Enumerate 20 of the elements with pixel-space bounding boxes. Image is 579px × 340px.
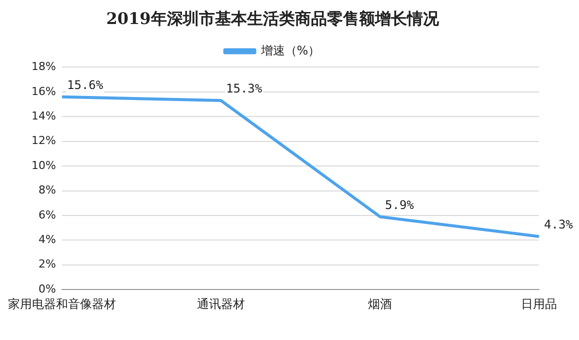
x-tick-label: 通讯器材 xyxy=(197,296,245,311)
y-tick-label: 18% xyxy=(32,60,56,74)
y-tick-label: 6% xyxy=(38,208,56,222)
x-tick-label: 日用品 xyxy=(521,296,557,311)
y-tick-label: 12% xyxy=(32,134,56,148)
y-tick-label: 14% xyxy=(32,109,56,122)
x-tick-label: 家用电器和音像器材 xyxy=(8,296,116,311)
data-label: 4.3% xyxy=(544,218,574,232)
y-tick-label: 4% xyxy=(38,233,56,246)
chart-title: 2019年深圳市基本生活类商品零售额增长情况 xyxy=(106,8,440,28)
data-label: 15.6% xyxy=(67,78,104,92)
y-tick-label: 2% xyxy=(38,258,56,271)
data-label: 15.3% xyxy=(226,82,263,96)
data-label: 5.9% xyxy=(385,198,415,212)
y-tick-label: 10% xyxy=(32,158,56,172)
x-tick-label: 烟酒 xyxy=(368,296,392,311)
legend-label: 增速（%） xyxy=(260,43,320,58)
y-tick-label: 8% xyxy=(38,184,56,197)
y-tick-label: 0% xyxy=(38,282,56,296)
y-tick-label: 16% xyxy=(32,84,56,98)
